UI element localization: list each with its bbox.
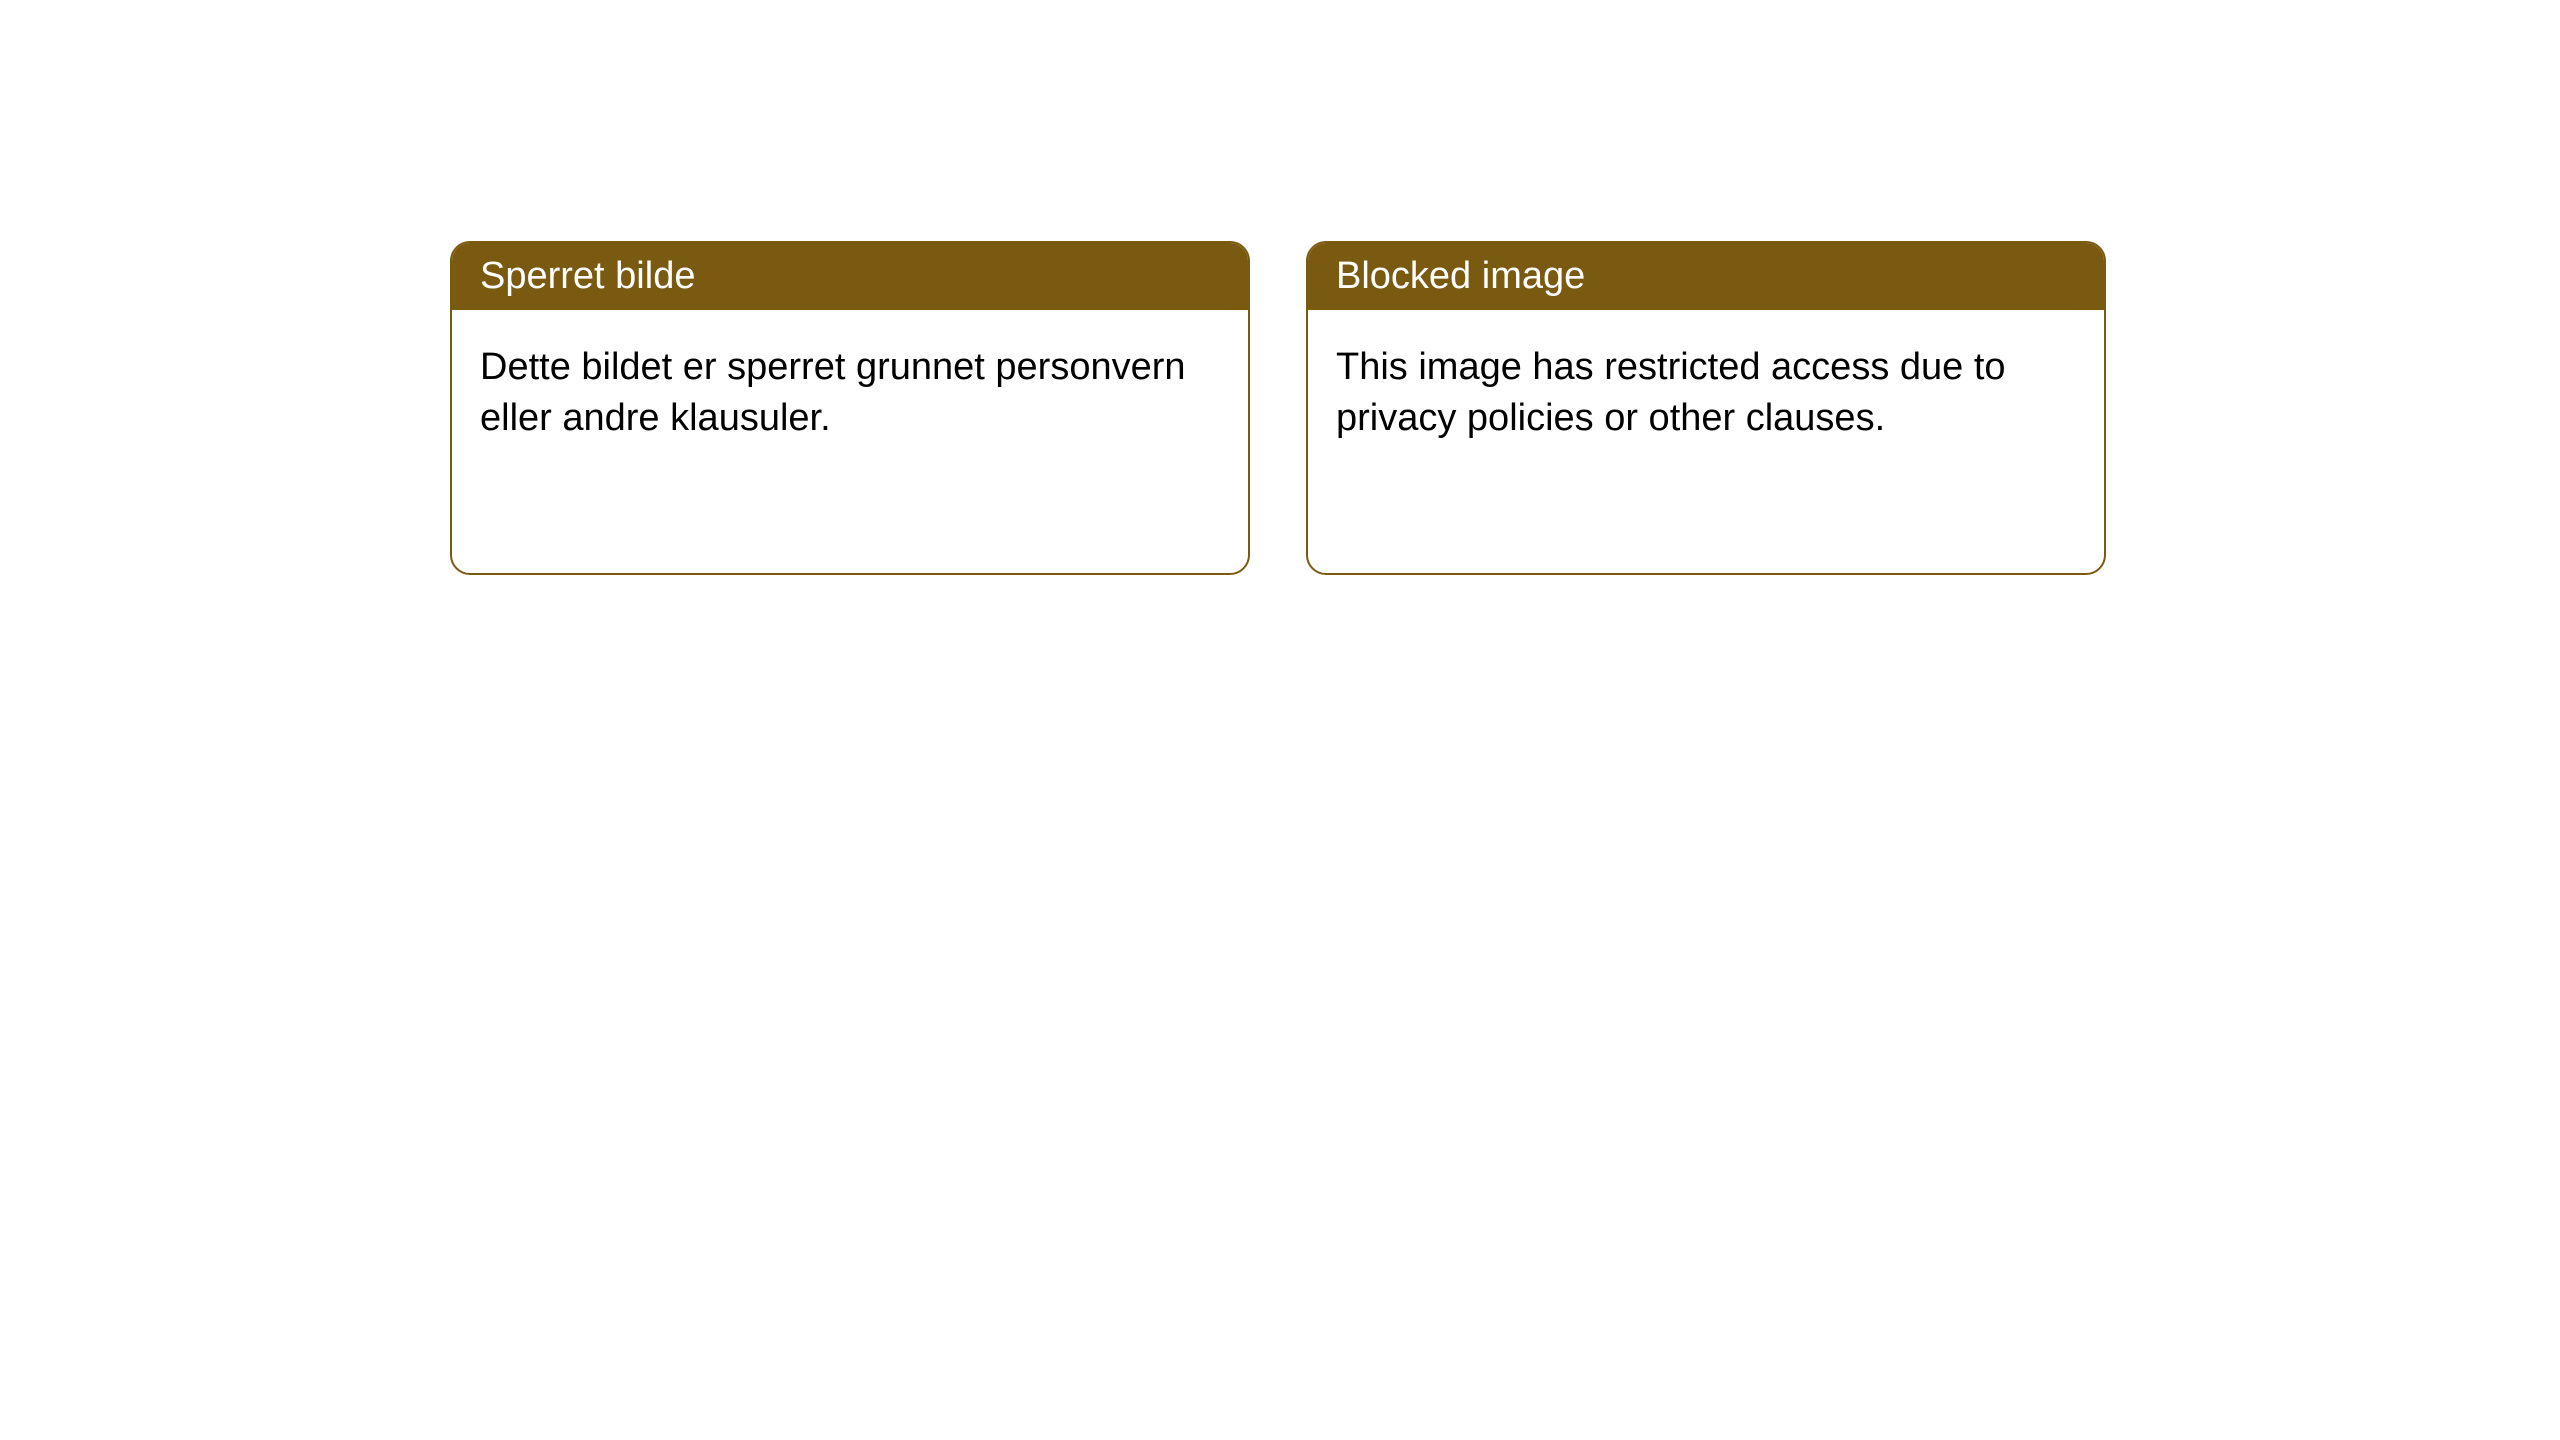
notice-container: Sperret bilde Dette bildet er sperret gr… xyxy=(450,241,2106,575)
notice-body-norwegian: Dette bildet er sperret grunnet personve… xyxy=(452,310,1248,477)
notice-card-norwegian: Sperret bilde Dette bildet er sperret gr… xyxy=(450,241,1250,575)
notice-title-english: Blocked image xyxy=(1308,243,2104,310)
notice-card-english: Blocked image This image has restricted … xyxy=(1306,241,2106,575)
notice-body-english: This image has restricted access due to … xyxy=(1308,310,2104,477)
notice-title-norwegian: Sperret bilde xyxy=(452,243,1248,310)
